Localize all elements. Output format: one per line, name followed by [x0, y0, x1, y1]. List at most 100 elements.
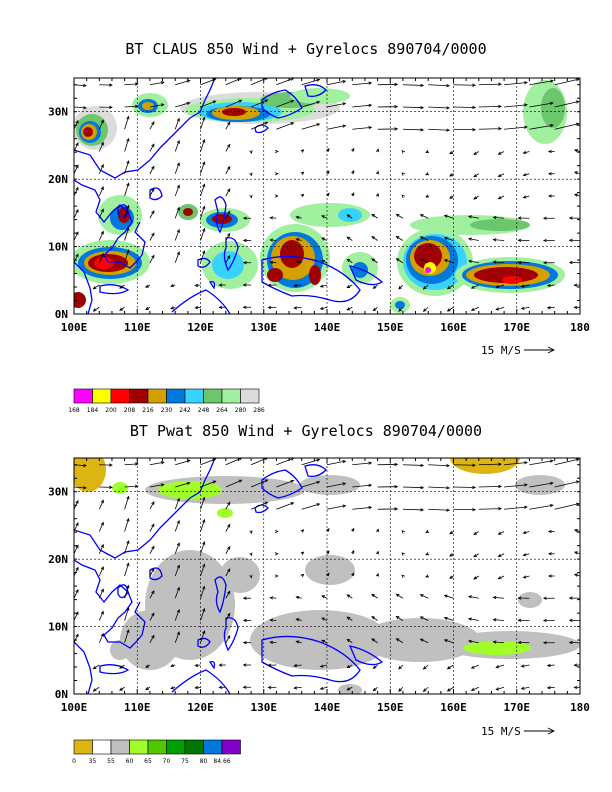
wind-vector — [326, 504, 347, 510]
wind-vector — [401, 552, 406, 556]
wind-vector — [579, 486, 580, 487]
wind-vector — [124, 517, 130, 532]
lon-label: 180 — [570, 701, 590, 714]
wind-vector — [194, 283, 201, 287]
wind-vector — [225, 568, 231, 577]
wind-vector — [395, 236, 404, 241]
wind-vector — [175, 101, 191, 108]
wind-vector — [478, 462, 502, 466]
wind-vector — [326, 550, 330, 555]
wind-vector — [473, 531, 480, 535]
wind-vector — [124, 104, 139, 108]
wind-vector — [174, 519, 180, 532]
wind-vector — [242, 663, 252, 667]
wind-vector — [478, 127, 502, 131]
coast-segment — [117, 584, 129, 599]
wind-vector — [377, 105, 399, 109]
wind-vector — [542, 238, 555, 243]
wind-vector — [351, 147, 355, 152]
wind-vector — [529, 481, 554, 488]
wind-vector — [242, 238, 252, 243]
wind-vector — [242, 305, 252, 309]
wind-vector — [497, 531, 505, 535]
ref-vector-label: 15 M/S — [481, 725, 521, 738]
lon-label: 160E — [440, 321, 467, 334]
wind-vector — [149, 545, 155, 554]
wind-vector — [546, 663, 555, 668]
wind-vector — [249, 150, 253, 154]
lon-label: 180 — [570, 321, 590, 334]
colorbar-swatch — [184, 388, 204, 404]
wind-vector — [225, 143, 231, 152]
colorbar-label: 80 — [200, 758, 208, 765]
colorbar-swatch — [129, 739, 149, 755]
wind-vector — [395, 213, 404, 219]
wind-vector — [522, 150, 530, 155]
wind-vector — [267, 305, 277, 310]
wind-vector — [372, 306, 378, 312]
wind-vector — [174, 206, 180, 219]
wind-vector — [446, 284, 454, 290]
wind-vector — [346, 306, 353, 311]
wind-vector — [98, 119, 104, 130]
wind-vector — [375, 528, 380, 533]
wind-vector — [398, 686, 404, 692]
wind-vector — [547, 529, 555, 534]
wind-vector — [98, 252, 104, 263]
wind-vector — [372, 664, 378, 669]
coast-segment — [74, 261, 93, 314]
wind-vector — [124, 82, 139, 86]
wind-vector — [92, 664, 100, 670]
coast-segment — [117, 204, 129, 219]
wind-vector — [74, 208, 79, 219]
wind-vector — [517, 260, 530, 265]
wind-vector — [98, 163, 104, 174]
coast-segment — [304, 464, 327, 478]
wind-vector — [301, 480, 321, 488]
wind-vector — [542, 641, 555, 645]
wind-vector — [449, 173, 454, 177]
wind-vector — [174, 139, 180, 152]
wind-vector — [547, 149, 555, 154]
wind-vector — [375, 170, 380, 175]
wind-vector — [149, 103, 165, 108]
wind-vector — [573, 283, 580, 287]
wind-vector — [145, 686, 151, 690]
wind-vector — [98, 208, 104, 219]
colorbar-label: 200 — [105, 407, 117, 414]
wind-vector — [200, 541, 206, 554]
wind-vector — [467, 617, 479, 621]
wind-vector — [274, 172, 279, 176]
wind-vector — [149, 461, 165, 466]
colorbar-swatch — [92, 388, 112, 404]
wind-vector — [326, 459, 347, 466]
wind-vectors — [74, 458, 580, 692]
wind-vector — [371, 616, 378, 621]
wind-vector — [546, 686, 555, 690]
wind-vector — [443, 214, 454, 219]
coast-segment — [74, 458, 216, 559]
wind-vector — [419, 638, 429, 644]
wind-vector — [497, 173, 505, 177]
colorbar-swatch — [221, 739, 241, 755]
wind-vector — [269, 260, 277, 265]
wind-vector — [225, 210, 231, 219]
coast-segment — [348, 265, 384, 286]
wind-vector — [269, 238, 277, 242]
wind-vector — [124, 249, 130, 263]
wind-vector — [242, 216, 252, 220]
wind-vector — [145, 664, 151, 668]
wind-vector — [371, 593, 378, 599]
wind-vector — [174, 542, 180, 554]
wind-vector — [547, 552, 555, 556]
wind-vector — [174, 497, 180, 510]
wind-vector — [346, 284, 353, 288]
wind-vector — [321, 237, 328, 241]
wind-vector — [443, 639, 454, 644]
wind-vector — [149, 567, 155, 577]
wind-vector — [295, 260, 302, 264]
wind-vector — [92, 306, 100, 312]
wind-vector — [98, 141, 104, 152]
colorbar-swatch — [147, 388, 167, 404]
colorbar-label: 280 — [235, 407, 247, 414]
